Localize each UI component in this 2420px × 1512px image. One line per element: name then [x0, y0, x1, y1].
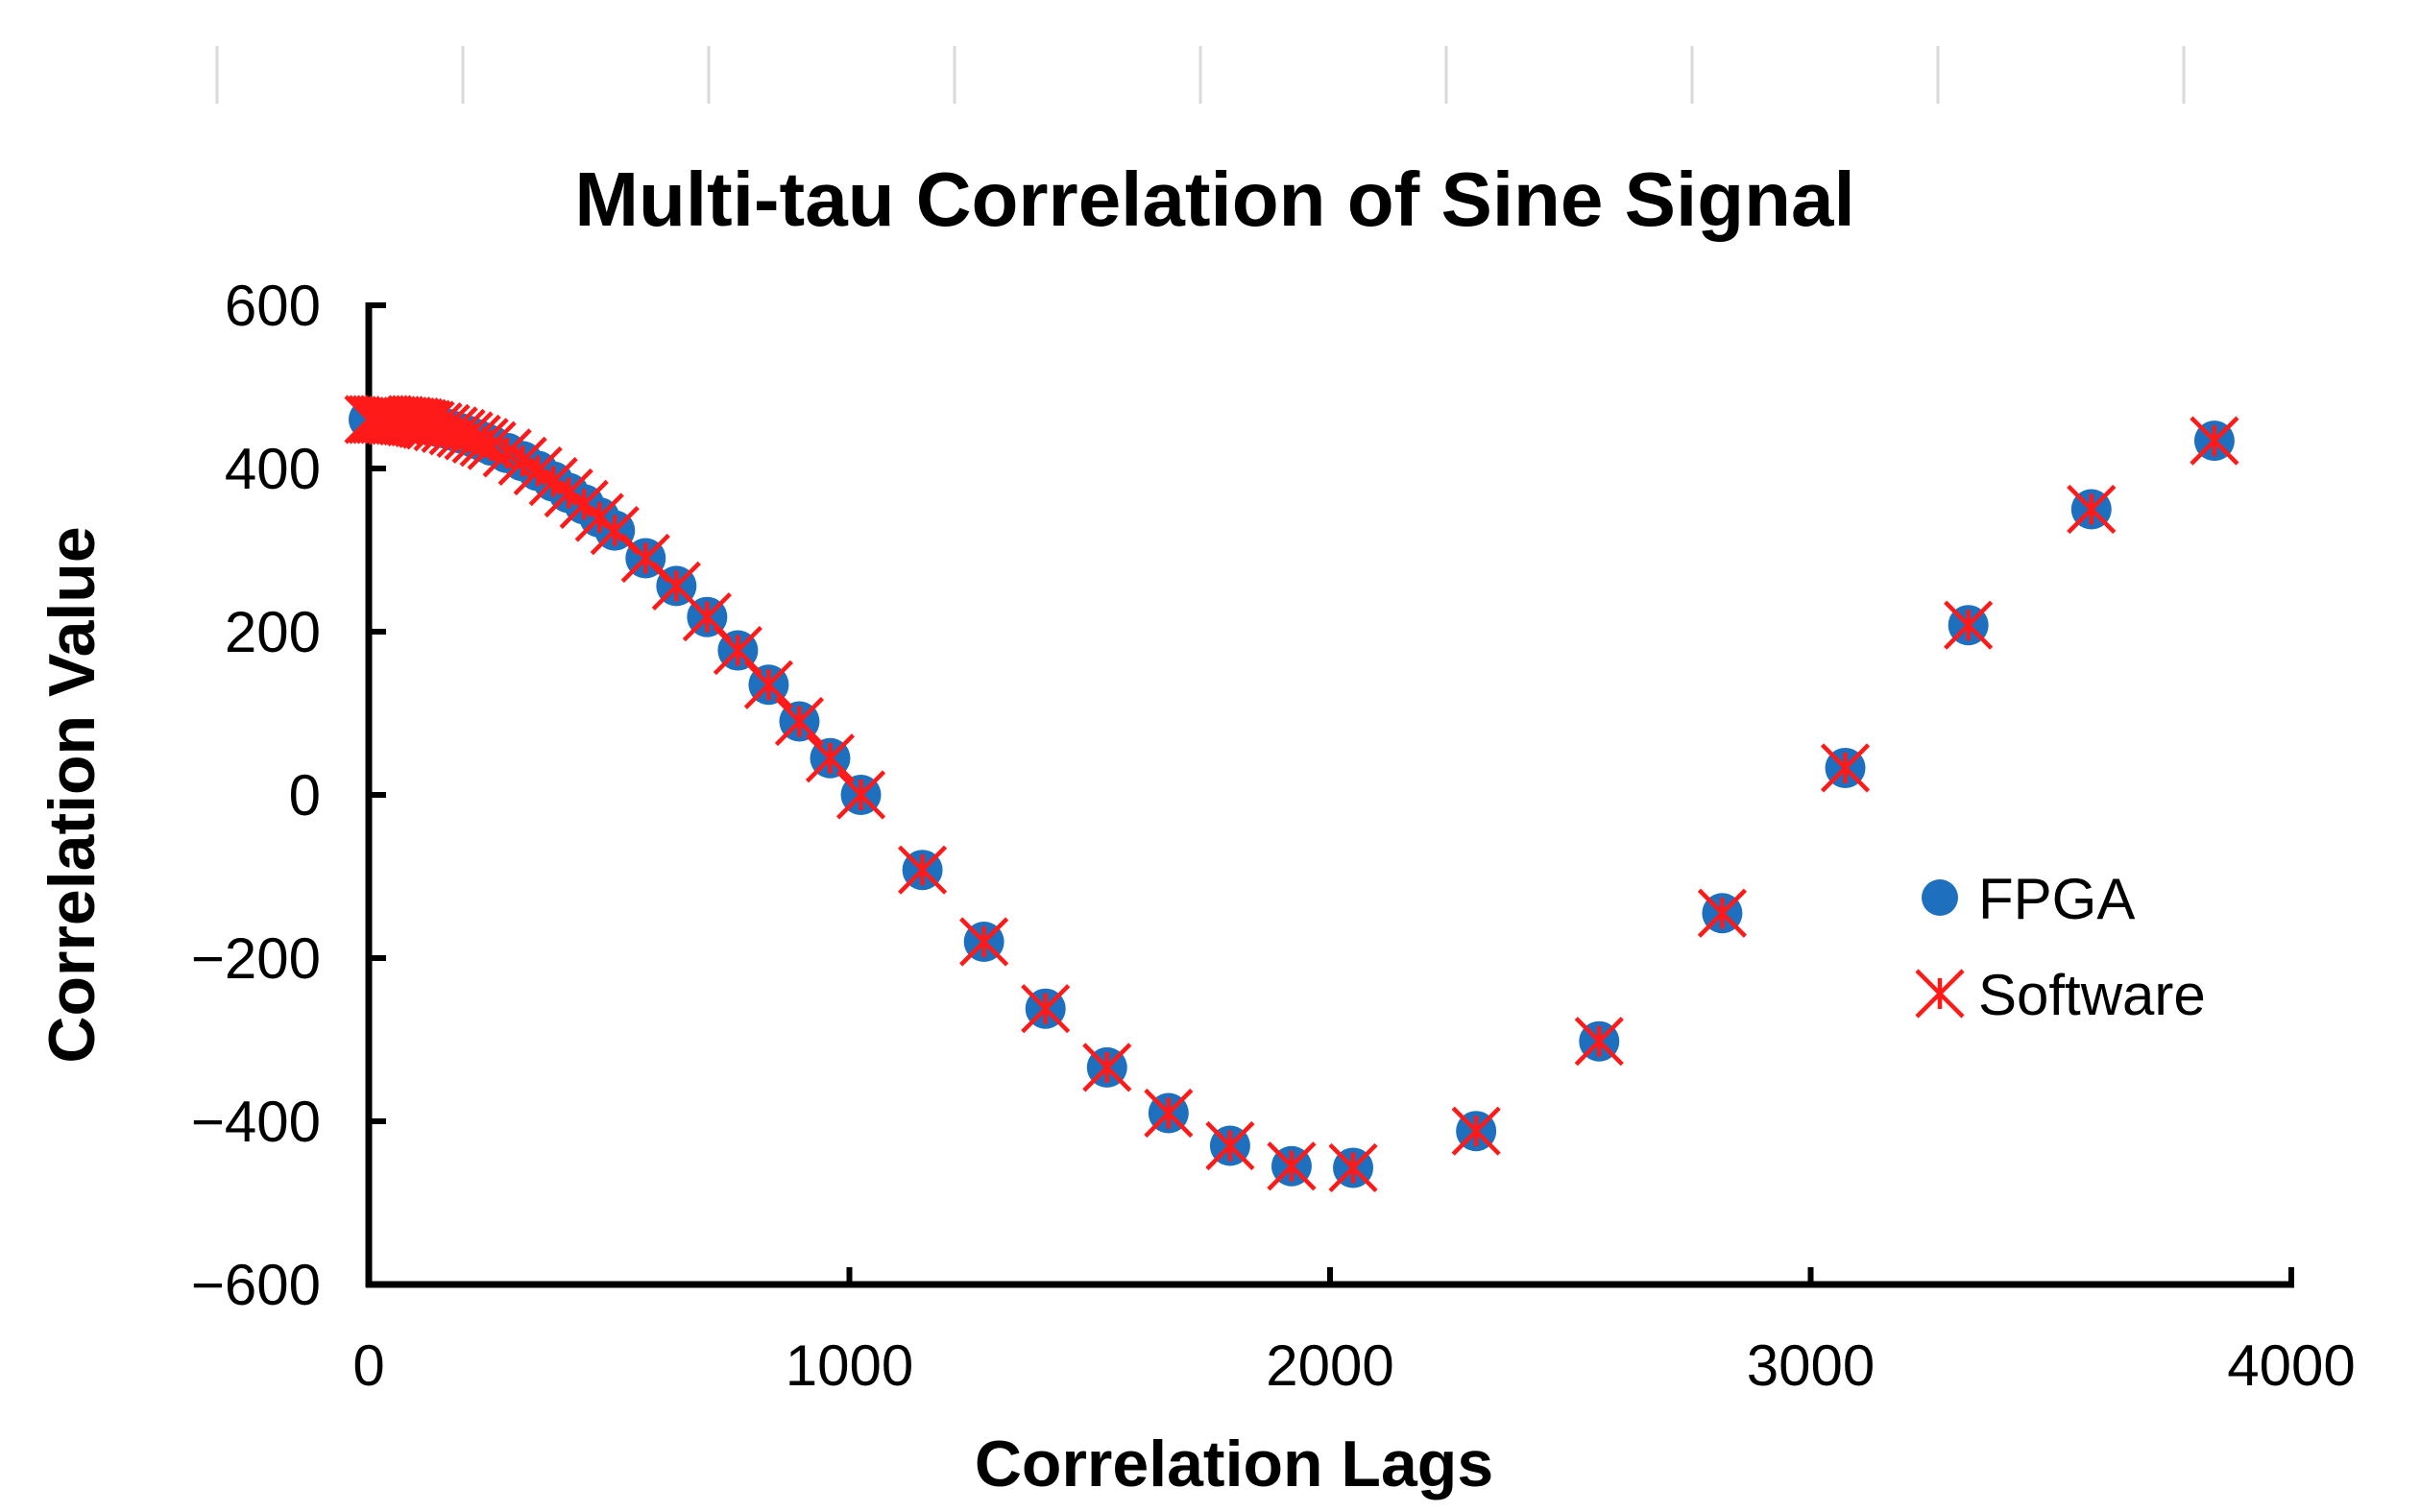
software-point [835, 770, 886, 820]
software-point [1021, 984, 1071, 1034]
x-tick-label: 3000 [1747, 1333, 1875, 1398]
software-point [2190, 416, 2239, 466]
top-decorative-ticks [215, 46, 2186, 104]
y-tick-label: 200 [225, 600, 321, 664]
software-point [2067, 484, 2117, 535]
software-point [1944, 600, 1994, 650]
software-point [1574, 1017, 1624, 1067]
y-axis-ticks: 600 400 200 0 −200 −400 −600 [191, 274, 386, 1317]
x-tick-label: 2000 [1266, 1333, 1393, 1398]
y-tick-label: −200 [191, 926, 321, 991]
software-point [774, 696, 825, 747]
software-point [713, 625, 762, 676]
chart-title: Multi-tau Correlation of Sine Signal [574, 156, 1854, 242]
software-point [897, 845, 948, 895]
x-axis-label: Correlation Lags [975, 1428, 1493, 1500]
legend: FPGA Software [1915, 867, 2206, 1027]
x-tick-label: 1000 [786, 1333, 913, 1398]
y-tick-label: 600 [225, 274, 321, 338]
legend-fpga-label: FPGA [1978, 867, 2135, 931]
axes [365, 302, 2294, 1288]
software-point [1205, 1120, 1255, 1171]
x-tick-label: 4000 [2227, 1333, 2355, 1398]
y-tick-label: 0 [289, 763, 321, 828]
legend-fpga-marker [1922, 879, 1958, 916]
software-point [1267, 1141, 1317, 1191]
series-software [344, 395, 2239, 1193]
y-axis-label: Correlation Value [36, 526, 109, 1063]
series-fpga [349, 399, 2235, 1188]
software-point [1820, 743, 1871, 793]
legend-software-marker [1915, 969, 1965, 1019]
software-point [1082, 1043, 1132, 1092]
legend-software-x [1915, 969, 1965, 1019]
software-point [805, 733, 856, 783]
software-point [1328, 1142, 1378, 1193]
software-point [959, 917, 1009, 967]
y-tick-label: −400 [191, 1090, 321, 1154]
x-tick-label: 0 [352, 1333, 384, 1398]
software-point [743, 660, 794, 709]
software-point [1697, 888, 1747, 938]
legend-software-label: Software [1978, 963, 2206, 1027]
y-tick-label: −600 [191, 1253, 321, 1317]
software-point [1144, 1088, 1194, 1139]
y-tick-label: 400 [225, 437, 321, 501]
x-axis-ticks: 0 1000 2000 3000 4000 [352, 1267, 2356, 1398]
software-point [1451, 1106, 1501, 1156]
